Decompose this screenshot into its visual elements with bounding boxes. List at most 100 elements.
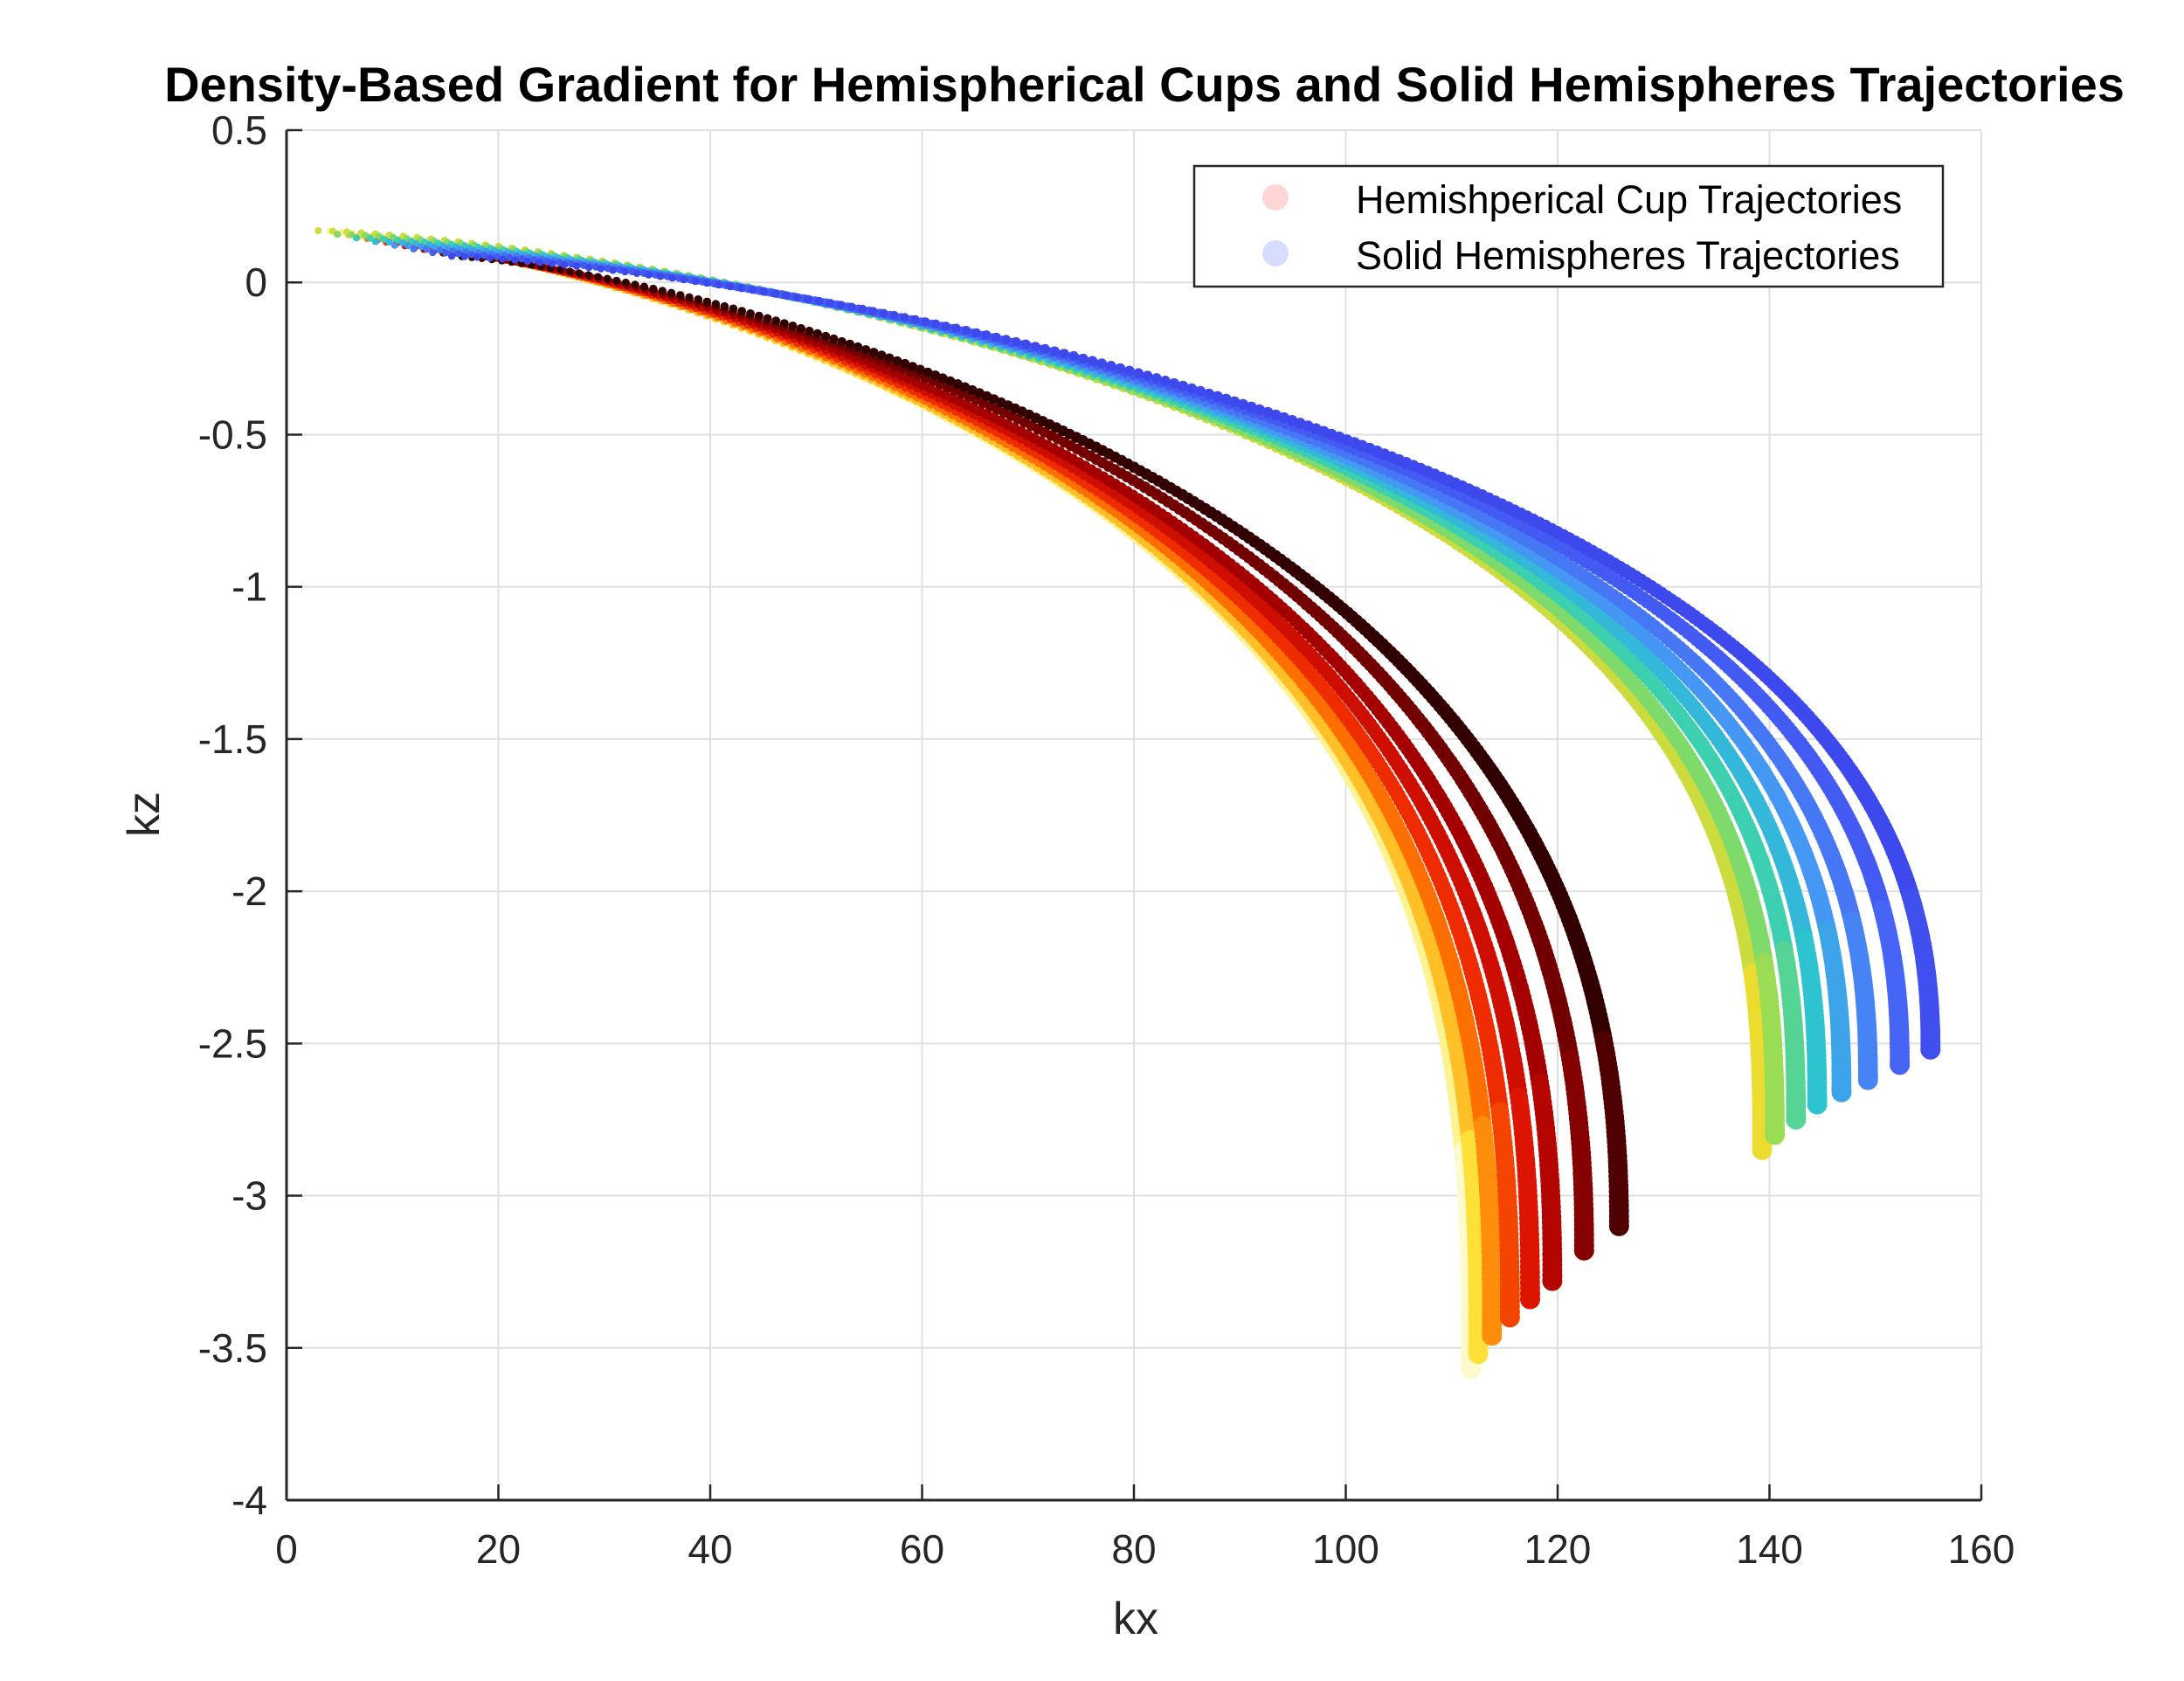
trajectory-point: [737, 307, 747, 315]
chart-title: Density-Based Gradient for Hemispherical…: [164, 57, 2125, 112]
trajectory-point: [556, 266, 564, 274]
trajectory-point: [992, 332, 1001, 342]
y-axis-label: kz: [119, 792, 169, 837]
trajectory-point: [380, 235, 388, 243]
trajectory-point: [398, 239, 406, 246]
trajectory-point: [788, 322, 798, 331]
y-tick-label: -1: [232, 564, 267, 610]
trajectory-point: [829, 334, 839, 344]
ticks: 0 20 40 60 80 100 120 140 160 -4 -3.5 -3 -2.5 -2 -1.5 -…: [198, 107, 2015, 1572]
trajectory-point: [418, 243, 425, 251]
y-tick-label: -2.5: [198, 1020, 267, 1066]
x-axis-label: kx: [1113, 1594, 1158, 1644]
trajectory-point: [649, 284, 658, 293]
trajectory-point: [1178, 380, 1189, 391]
trajectory-point: [423, 246, 431, 253]
trajectory-point: [658, 287, 667, 295]
trajectory-point: [725, 281, 735, 291]
trajectory-point: [353, 234, 360, 242]
trajectory-point: [1040, 343, 1050, 354]
trajectory-point: [868, 307, 878, 316]
trajectory-point: [473, 253, 481, 261]
trajectory-point: [594, 273, 602, 281]
trajectory-point: [436, 246, 444, 254]
y-tick-label: 0: [245, 259, 267, 305]
trajectory-point: [796, 323, 806, 334]
trajectory-point: [961, 326, 971, 336]
trajectory-point: [505, 253, 514, 261]
trajectory-point: [584, 263, 593, 272]
trajectory-point: [923, 367, 933, 377]
y-tick-label: -3.5: [198, 1325, 267, 1371]
trajectory-point: [1890, 1055, 1911, 1076]
trajectory-point: [915, 364, 925, 375]
trajectory-point: [518, 254, 526, 263]
trajectory-point: [714, 280, 723, 289]
trajectory-point: [720, 301, 729, 311]
y-tick-label: -1.5: [198, 716, 267, 762]
trajectory-point: [597, 265, 605, 273]
scatter-marks: [314, 227, 1941, 1380]
trajectory-point: [1246, 401, 1257, 412]
trajectory-point: [853, 342, 863, 352]
trajectory-point: [1212, 391, 1223, 402]
trajectory-point: [868, 348, 879, 357]
trajectory-point: [1106, 361, 1116, 371]
trajectory-point: [1203, 388, 1214, 399]
trajectory-point: [1807, 1094, 1828, 1115]
series-solid-hemispheres: [314, 227, 1941, 1160]
y-tick-label: -2: [232, 868, 267, 914]
trajectory-point: [371, 238, 379, 246]
trajectory-point: [621, 278, 630, 287]
trajectory-point: [1831, 1082, 1852, 1103]
trajectory-point: [668, 273, 676, 282]
trajectory-point: [754, 311, 764, 321]
trajectory-point: [442, 249, 450, 257]
trajectory-point: [1096, 358, 1107, 369]
trajectory-point: [702, 297, 712, 307]
trajectory-point: [1237, 398, 1248, 410]
trajectory-point: [366, 234, 374, 242]
trajectory-point: [711, 300, 721, 308]
legend-label-hemispherical-cup: Hemishperical Cup Trajectories: [1356, 177, 1902, 222]
trajectory-point: [1020, 339, 1031, 349]
trajectory-point: [560, 260, 569, 269]
trajectory-point: [759, 287, 769, 296]
trajectory-point: [792, 293, 802, 302]
trajectory-point: [645, 270, 653, 279]
trajectory-point: [1520, 1289, 1540, 1310]
trajectory-point: [805, 326, 814, 336]
trajectory-point: [1857, 1069, 1878, 1090]
y-tick-label: 0.5: [211, 107, 267, 153]
trajectory-point: [910, 315, 920, 324]
trajectory-point: [609, 266, 617, 274]
trajectory-point: [676, 291, 685, 300]
trajectory-point: [892, 356, 902, 366]
trajectory-point: [845, 339, 855, 349]
trajectory-point: [429, 249, 437, 257]
trajectory-point: [565, 267, 574, 276]
trajectory-point: [971, 328, 981, 338]
trajectory-point: [702, 279, 711, 287]
trajectory-point: [621, 267, 629, 276]
trajectory-point: [1011, 336, 1021, 347]
trajectory-point: [937, 373, 948, 384]
trajectory-point: [1142, 370, 1153, 381]
trajectory-point: [390, 241, 398, 249]
trajectory-point: [782, 291, 791, 300]
trajectory-point: [1220, 393, 1232, 405]
trajectory-point: [454, 250, 463, 258]
trajectory-point: [748, 286, 757, 294]
trajectory-point: [460, 252, 468, 260]
trajectory-point: [1133, 368, 1144, 379]
y-tick-label: -0.5: [198, 412, 267, 457]
trajectory-point: [812, 329, 822, 339]
trajectory-point: [499, 255, 507, 263]
trajectory-point: [1087, 356, 1098, 366]
trajectory-point: [603, 274, 612, 283]
x-tick-label: 120: [1524, 1526, 1592, 1572]
trajectory-point: [1124, 365, 1135, 377]
trajectory-point: [847, 302, 856, 312]
trajectory-point: [930, 319, 941, 329]
